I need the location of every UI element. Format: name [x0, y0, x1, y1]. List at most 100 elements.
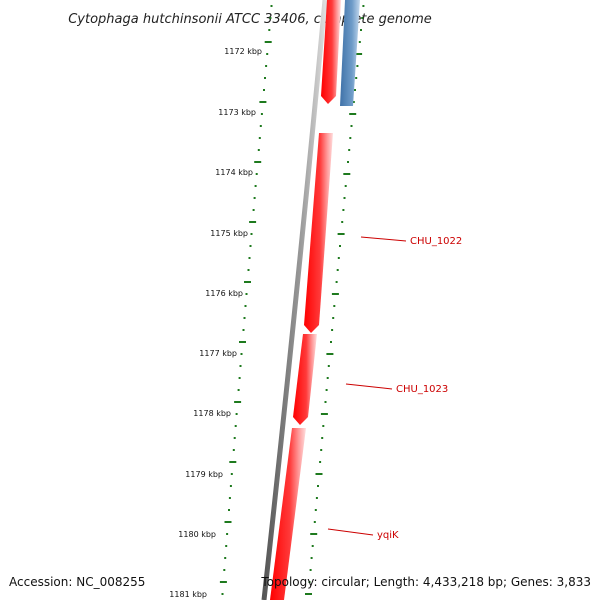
- ruler-dot: [257, 149, 260, 151]
- ruler-dot: [221, 593, 224, 595]
- ruler-major-tick: [264, 41, 272, 43]
- ruler-major-tick: [239, 341, 246, 343]
- gene-label-text[interactable]: CHU_1022: [410, 236, 462, 247]
- kbp-label: 1175 kbp: [210, 229, 248, 238]
- ruler-dot: [327, 365, 330, 367]
- ruler-dot: [361, 17, 364, 19]
- ruler-dot: [243, 317, 246, 319]
- kbp-label: 1179 kbp: [185, 470, 223, 479]
- ruler-dot: [308, 581, 311, 583]
- ruler-dot: [360, 29, 362, 31]
- accession-text: Accession: NC_008255: [9, 575, 145, 589]
- ruler-dot: [309, 569, 312, 571]
- ruler-dot: [270, 5, 273, 7]
- ruler-dot: [249, 245, 252, 247]
- gene-label-text[interactable]: CHU_1023: [396, 384, 448, 395]
- ruler-dot: [245, 293, 248, 295]
- ruler-major-tick: [349, 113, 357, 115]
- ruler-dot: [344, 185, 347, 187]
- forward-gene-3: [293, 334, 317, 425]
- ruler-major-tick: [337, 233, 345, 235]
- ruler-dot: [310, 557, 313, 559]
- ruler-dot: [250, 233, 253, 235]
- ruler-dot: [254, 185, 257, 187]
- ruler-dot: [237, 389, 240, 391]
- ruler-major-tick: [355, 53, 363, 55]
- ruler-dot: [362, 5, 365, 7]
- ruler-dot: [263, 89, 265, 91]
- ruler-dot: [311, 545, 314, 547]
- ruler-major-tick: [254, 161, 262, 163]
- forward-gene-2: [304, 133, 333, 333]
- ruler-major-tick: [331, 293, 339, 295]
- ruler-dot: [317, 485, 319, 487]
- ruler-dot: [228, 497, 231, 499]
- ruler-dot: [319, 461, 322, 463]
- ruler-major-tick: [310, 533, 318, 535]
- ruler-dot: [238, 377, 241, 379]
- ruler-dot: [333, 305, 336, 307]
- gene-label-leader: [345, 383, 393, 390]
- ruler-dot: [358, 41, 361, 43]
- ruler-dot: [355, 77, 358, 79]
- kbp-label: 1173 kbp: [218, 108, 256, 117]
- ruler-dot: [228, 509, 230, 511]
- ruler-major-tick: [224, 521, 232, 523]
- gene-label-text[interactable]: yqiK: [377, 530, 399, 541]
- gene-label-yqik[interactable]: yqiK: [327, 528, 399, 541]
- ruler-dot: [335, 281, 338, 283]
- ruler-dot: [342, 209, 345, 211]
- ruler-dot: [349, 137, 352, 139]
- ruler-dot: [258, 137, 261, 139]
- ruler-dot: [356, 65, 359, 67]
- ruler-dot: [260, 113, 263, 115]
- ruler-dot: [240, 353, 243, 355]
- kbp-label: 1177 kbp: [199, 349, 237, 358]
- kbp-label: 1176 kbp: [205, 289, 243, 298]
- ruler-dot: [336, 269, 339, 271]
- ruler-dot: [255, 173, 258, 175]
- gene-label-chu-1022[interactable]: CHU_1022: [360, 236, 462, 247]
- ruler-dot: [347, 161, 349, 163]
- ruler-dot: [233, 437, 236, 439]
- gene-label-leader: [327, 528, 374, 536]
- ruler-dot: [330, 341, 332, 343]
- ruler-dot: [320, 449, 323, 451]
- ruler-dot: [225, 545, 228, 547]
- ruler-dot: [352, 101, 355, 103]
- ruler-dot: [268, 29, 271, 31]
- ruler-major-tick: [234, 401, 242, 403]
- genome-summary-text: Topology: circular; Length: 4,433,218 bp…: [260, 575, 591, 589]
- ruler-dot: [315, 497, 318, 499]
- ruler-dot: [230, 473, 233, 475]
- ruler-dot: [239, 365, 242, 367]
- gene-label-leader: [360, 236, 407, 242]
- ruler-dot: [339, 245, 341, 247]
- ruler-dot: [232, 449, 235, 451]
- ruler-dot: [326, 377, 329, 379]
- ruler-dot: [235, 413, 238, 415]
- ruler-dot: [322, 425, 325, 427]
- ruler-major-tick: [320, 413, 328, 415]
- ruler-dot: [354, 89, 356, 91]
- ruler-dot: [314, 509, 317, 511]
- ruler-dot: [259, 125, 262, 127]
- ruler-dot: [234, 425, 237, 427]
- ruler-dot: [348, 149, 351, 151]
- ruler-dot: [223, 569, 226, 571]
- ruler-dot: [266, 53, 269, 55]
- ruler-dot: [331, 329, 334, 331]
- ruler-dot: [265, 65, 268, 67]
- ruler-dot: [350, 125, 353, 127]
- kbp-label: 1181 kbp: [169, 590, 207, 599]
- ruler-dot: [341, 221, 344, 223]
- ruler-major-tick: [315, 473, 323, 475]
- ruler-dot: [226, 533, 229, 535]
- ruler-dot: [269, 17, 272, 19]
- ruler-major-tick: [229, 461, 237, 463]
- gene-label-chu-1023[interactable]: CHU_1023: [345, 383, 448, 395]
- ruler-dot: [313, 521, 316, 523]
- ruler-dot: [244, 305, 247, 307]
- kbp-label: 1178 kbp: [193, 409, 231, 418]
